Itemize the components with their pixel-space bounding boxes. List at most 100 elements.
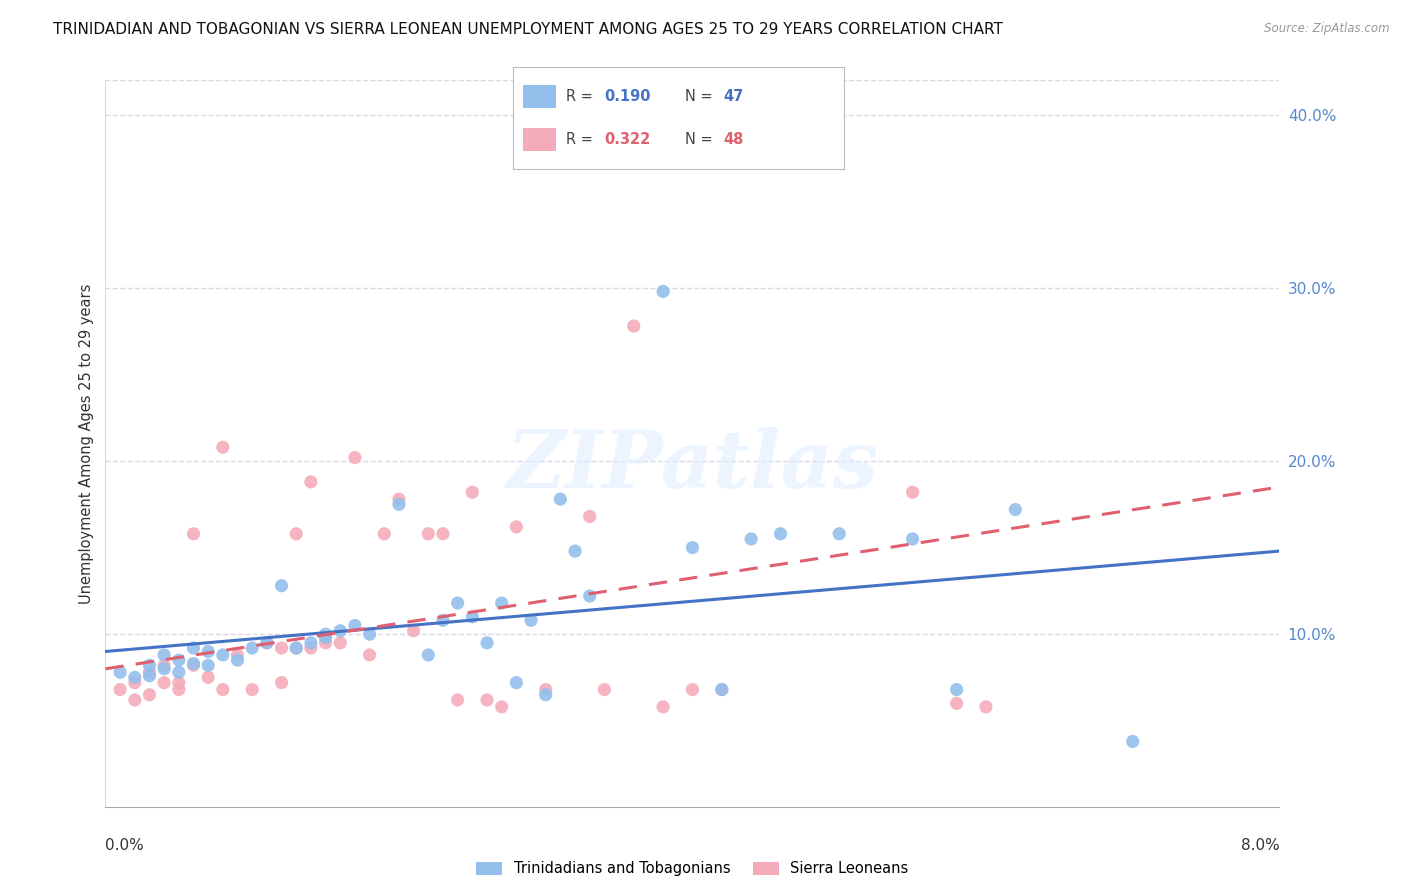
Text: ZIPatlas: ZIPatlas — [506, 427, 879, 504]
Point — [329, 636, 352, 650]
Point — [388, 492, 411, 507]
Point — [769, 526, 792, 541]
Point — [359, 648, 381, 662]
Point — [108, 665, 131, 680]
Point — [505, 675, 527, 690]
Point — [828, 526, 851, 541]
Point — [418, 526, 440, 541]
Legend: Trinidadians and Tobagonians, Sierra Leoneans: Trinidadians and Tobagonians, Sierra Leo… — [468, 854, 917, 884]
Point — [945, 697, 967, 711]
Text: R =: R = — [567, 89, 598, 104]
Point — [211, 440, 233, 454]
Text: TRINIDADIAN AND TOBAGONIAN VS SIERRA LEONEAN UNEMPLOYMENT AMONG AGES 25 TO 29 YE: TRINIDADIAN AND TOBAGONIAN VS SIERRA LEO… — [53, 22, 1004, 37]
Point — [183, 658, 205, 673]
Text: 47: 47 — [723, 89, 744, 104]
Point — [461, 610, 484, 624]
Point — [475, 693, 498, 707]
Point — [226, 653, 249, 667]
Point — [124, 693, 146, 707]
Point — [153, 675, 176, 690]
Y-axis label: Unemployment Among Ages 25 to 29 years: Unemployment Among Ages 25 to 29 years — [79, 284, 94, 604]
Point — [974, 699, 997, 714]
Point — [901, 532, 924, 546]
Point — [550, 492, 572, 507]
Point — [285, 640, 308, 655]
Point — [197, 658, 219, 673]
Point — [240, 640, 263, 655]
Point — [740, 532, 762, 546]
Point — [167, 653, 190, 667]
Point — [153, 662, 176, 676]
Text: N =: N = — [685, 132, 717, 147]
Point — [315, 631, 337, 645]
FancyBboxPatch shape — [523, 86, 557, 108]
Point — [710, 682, 733, 697]
Point — [299, 640, 322, 655]
Point — [578, 509, 600, 524]
Point — [124, 670, 146, 684]
Point — [138, 669, 160, 683]
Point — [1004, 502, 1026, 516]
Text: 0.190: 0.190 — [605, 89, 651, 104]
Point — [432, 526, 454, 541]
Point — [418, 648, 440, 662]
Point — [138, 665, 160, 680]
Point — [710, 682, 733, 697]
Point — [491, 596, 513, 610]
Point — [475, 636, 498, 650]
Point — [285, 640, 308, 655]
Point — [945, 682, 967, 697]
FancyBboxPatch shape — [523, 128, 557, 151]
Point — [550, 146, 572, 161]
Point — [299, 636, 322, 650]
Point — [138, 688, 160, 702]
Point — [315, 627, 337, 641]
Text: R =: R = — [567, 132, 598, 147]
Point — [652, 285, 675, 299]
Point — [226, 648, 249, 662]
Point — [1122, 734, 1144, 748]
Point — [256, 636, 278, 650]
Point — [270, 640, 292, 655]
Point — [197, 644, 219, 658]
Text: 0.0%: 0.0% — [105, 838, 145, 853]
Point — [138, 658, 160, 673]
Point — [652, 699, 675, 714]
Point — [681, 682, 703, 697]
Text: 48: 48 — [723, 132, 744, 147]
Point — [153, 658, 176, 673]
Point — [534, 688, 557, 702]
Point — [491, 699, 513, 714]
Text: 0.322: 0.322 — [605, 132, 651, 147]
Point — [183, 526, 205, 541]
Point — [446, 693, 468, 707]
Point — [402, 624, 425, 638]
Point — [564, 544, 586, 558]
Point — [534, 682, 557, 697]
Point — [623, 319, 645, 334]
Point — [299, 475, 322, 489]
Point — [183, 640, 205, 655]
Point — [167, 675, 190, 690]
Text: 8.0%: 8.0% — [1240, 838, 1279, 853]
Text: Source: ZipAtlas.com: Source: ZipAtlas.com — [1264, 22, 1389, 36]
Point — [359, 627, 381, 641]
Point — [432, 613, 454, 627]
Point — [183, 657, 205, 671]
Point — [681, 541, 703, 555]
Point — [388, 497, 411, 511]
Point — [520, 613, 543, 627]
Point — [167, 665, 190, 680]
Point — [270, 675, 292, 690]
Point — [901, 485, 924, 500]
Text: N =: N = — [685, 89, 717, 104]
Point — [124, 675, 146, 690]
Point — [505, 520, 527, 534]
Point — [329, 624, 352, 638]
Point — [343, 618, 366, 632]
Point — [578, 589, 600, 603]
Point — [461, 485, 484, 500]
Point — [108, 682, 131, 697]
Point — [256, 636, 278, 650]
Point — [211, 682, 233, 697]
